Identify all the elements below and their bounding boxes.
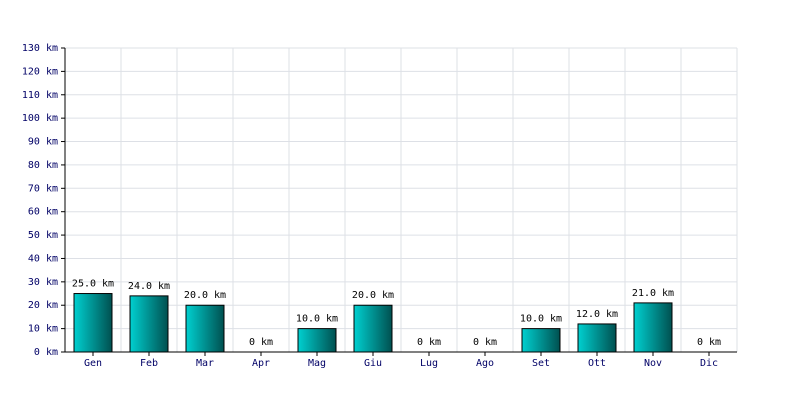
y-tick-label: 10 km [28, 324, 58, 335]
value-label: 25.0 km [72, 279, 114, 290]
value-label: 0 km [473, 337, 497, 348]
bar [521, 328, 561, 353]
x-tick-label: Apr [252, 358, 270, 369]
y-tick-label: 80 km [28, 160, 58, 171]
x-tick-label: Giu [364, 358, 382, 369]
bar [297, 328, 337, 353]
y-tick-label: 40 km [28, 253, 58, 264]
y-tick-label: 100 km [22, 113, 58, 124]
bar [129, 295, 169, 353]
y-tick-label: 130 km [22, 43, 58, 54]
y-tick-label: 90 km [28, 137, 58, 148]
x-tick-label: Gen [84, 358, 102, 369]
bar [633, 302, 673, 353]
bar [185, 304, 225, 353]
bar [73, 293, 113, 353]
y-tick-label: 20 km [28, 300, 58, 311]
y-tick-label: 0 km [34, 347, 58, 358]
y-tick-label: 60 km [28, 207, 58, 218]
x-tick-label: Ott [588, 358, 606, 369]
y-tick-label: 30 km [28, 277, 58, 288]
bar [353, 304, 393, 353]
x-tick-label: Nov [644, 358, 662, 369]
value-label: 24.0 km [128, 281, 170, 292]
value-label: 10.0 km [296, 314, 338, 325]
x-tick-label: Set [532, 358, 550, 369]
x-tick-label: Dic [700, 358, 718, 369]
value-label: 20.0 km [352, 290, 394, 301]
value-label: 0 km [249, 337, 273, 348]
value-label: 0 km [417, 337, 441, 348]
y-tick-label: 70 km [28, 183, 58, 194]
x-tick-label: Feb [140, 358, 158, 369]
x-tick-label: Mag [308, 358, 326, 369]
value-label: 20.0 km [184, 290, 226, 301]
x-tick-label: Lug [420, 358, 438, 369]
x-tick-label: Mar [196, 358, 214, 369]
value-label: 0 km [697, 337, 721, 348]
x-tick-label: Ago [476, 358, 494, 369]
value-label: 21.0 km [632, 288, 674, 299]
bar [577, 323, 617, 353]
y-tick-label: 50 km [28, 230, 58, 241]
value-label: 12.0 km [576, 309, 618, 320]
y-tick-label: 120 km [22, 66, 58, 77]
y-tick-label: 110 km [22, 90, 58, 101]
value-label: 10.0 km [520, 314, 562, 325]
